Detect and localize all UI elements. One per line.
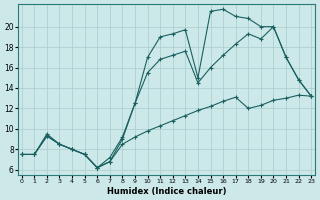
- X-axis label: Humidex (Indice chaleur): Humidex (Indice chaleur): [107, 187, 226, 196]
